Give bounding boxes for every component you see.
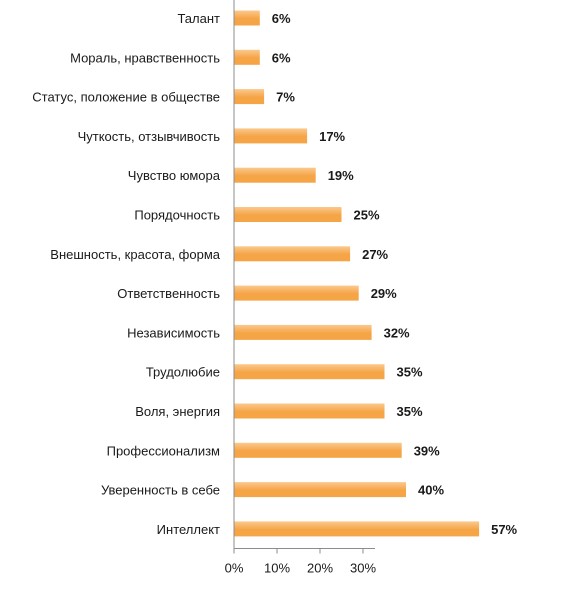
value-label-6: 25% xyxy=(354,208,380,223)
category-label-2: Мораль, нравственность xyxy=(70,50,220,65)
category-label-12: Профессионализм xyxy=(107,443,220,458)
value-label-8: 29% xyxy=(371,286,397,301)
bar-3 xyxy=(234,89,265,105)
bar-12 xyxy=(234,442,402,458)
category-label-13: Уверенность в себе xyxy=(101,483,220,498)
x-tick-label-1: 0% xyxy=(225,561,244,576)
category-label-6: Порядочность xyxy=(134,208,220,223)
value-labels: 6% 6% 7% 17% 19% 25% 27% 29% 32% 35% 35% 39% 40% 57% xyxy=(272,11,518,537)
bar-8 xyxy=(234,285,359,301)
value-label-5: 19% xyxy=(328,168,354,183)
bar-5 xyxy=(234,167,316,183)
bar-4 xyxy=(234,128,308,144)
x-axis: 0% 10% 20% 30% xyxy=(225,0,376,576)
value-label-1: 6% xyxy=(272,11,291,26)
value-label-3: 7% xyxy=(276,90,295,105)
bar-7 xyxy=(234,246,351,262)
x-tick-label-3: 20% xyxy=(307,561,333,576)
value-label-4: 17% xyxy=(319,129,345,144)
value-label-14: 57% xyxy=(491,522,517,537)
category-label-4: Чуткость, отзывчивость xyxy=(78,129,221,144)
value-label-2: 6% xyxy=(272,50,291,65)
value-label-7: 27% xyxy=(362,247,388,262)
bar-11 xyxy=(234,403,385,419)
category-label-11: Воля, энергия xyxy=(135,404,220,419)
bar-14 xyxy=(234,521,480,537)
x-tick-label-2: 10% xyxy=(264,561,290,576)
category-label-1: Талант xyxy=(177,11,220,26)
x-tick-label-4: 30% xyxy=(350,561,376,576)
category-label-7: Внешность, красота, форма xyxy=(50,247,220,262)
bar-2 xyxy=(234,49,260,65)
category-label-8: Ответственность xyxy=(117,286,220,301)
bar-13 xyxy=(234,482,406,498)
category-labels: Талант Мораль, нравственность Статус, поло… xyxy=(32,11,221,537)
category-label-9: Независимость xyxy=(127,325,220,340)
bar-6 xyxy=(234,207,342,222)
value-label-13: 40% xyxy=(418,483,444,498)
value-label-9: 32% xyxy=(384,325,410,340)
category-label-5: Чувство юмора xyxy=(128,168,221,183)
bar-9 xyxy=(234,324,372,340)
value-label-10: 35% xyxy=(397,365,423,380)
category-label-14: Интеллект xyxy=(157,522,220,537)
value-label-11: 35% xyxy=(397,404,423,419)
value-label-12: 39% xyxy=(414,443,440,458)
bars-group xyxy=(234,10,480,537)
bar-10 xyxy=(234,364,385,380)
bar-1 xyxy=(234,10,260,26)
category-label-3: Статус, положение в обществе xyxy=(32,90,220,105)
category-label-10: Трудолюбие xyxy=(146,365,220,380)
